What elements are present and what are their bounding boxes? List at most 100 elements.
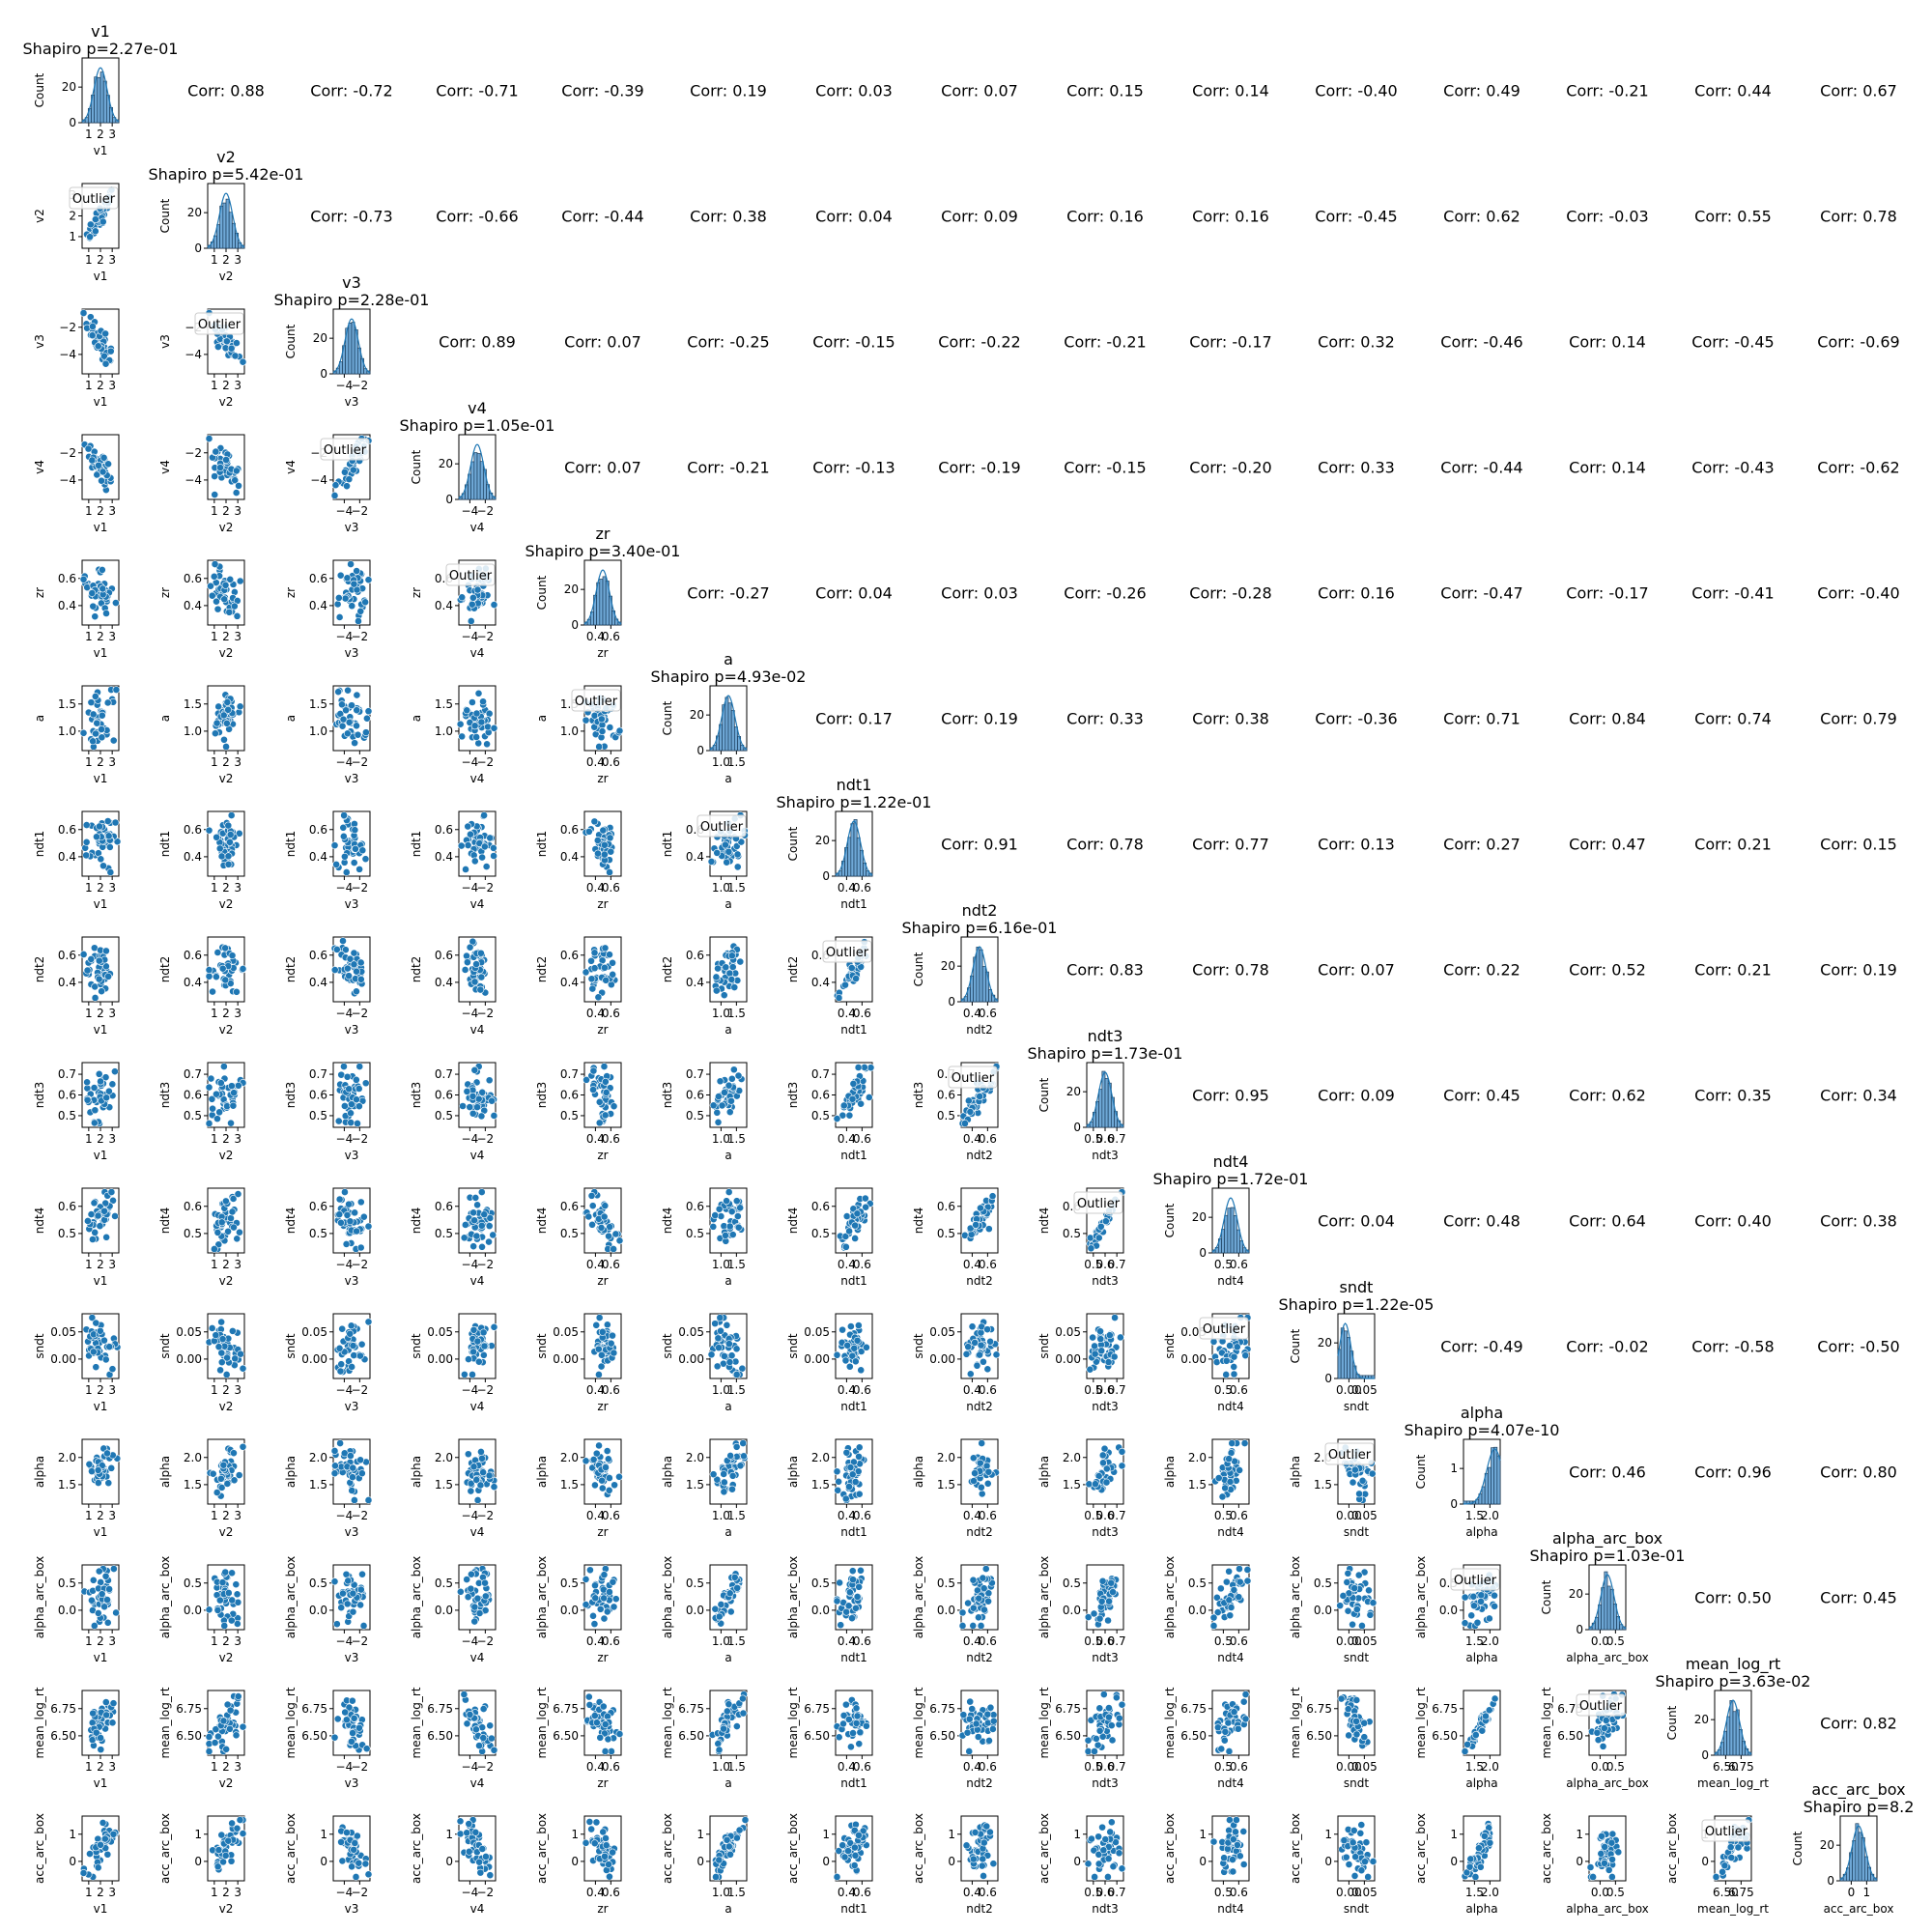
scatter-point <box>222 1371 231 1378</box>
diag-title-shapiro: Shapiro p=2.28e-01 <box>274 291 430 309</box>
scatter-point <box>228 1596 237 1605</box>
y-axis-label: ndt3 <box>158 1082 172 1109</box>
corr-label-ndt3-alpha_arc_box: Corr: 0.62 <box>1569 1087 1646 1105</box>
scatter-point <box>228 1326 237 1335</box>
scatter-point <box>1209 1622 1218 1630</box>
x-axis-label: ndt1 <box>840 1274 867 1288</box>
scatter-point <box>865 1094 873 1101</box>
cell-v4-a: Corr: -0.21 <box>687 459 769 477</box>
scatter-point <box>611 1230 620 1238</box>
scatter-point <box>210 1245 218 1253</box>
scatter-point <box>607 1339 615 1348</box>
scatter-point <box>1227 1604 1236 1611</box>
y-tick-label: 0.6 <box>435 823 453 837</box>
corr-label-v2-alpha: Corr: 0.62 <box>1443 208 1520 226</box>
scatter-point <box>1339 1592 1348 1600</box>
scatter-point <box>1469 1592 1478 1601</box>
scatter-point <box>218 1335 227 1344</box>
scatter-point <box>1225 1455 1234 1463</box>
scatter-point <box>105 1585 114 1593</box>
cell-ndt2-ndt3: Corr: 0.83 <box>1066 961 1144 980</box>
y-tick-label: 0.6 <box>560 1089 579 1102</box>
scatter-point <box>217 1218 226 1227</box>
corr-label-ndt2-ndt4: Corr: 0.78 <box>1192 961 1269 980</box>
x-axis-label: v4 <box>470 1525 485 1539</box>
y-axis-label: ndt1 <box>661 831 674 858</box>
scatter-point <box>94 1466 102 1474</box>
y-tick-label: 1.5 <box>435 697 453 711</box>
scatter-point <box>100 1603 108 1611</box>
scatter-point <box>847 964 856 972</box>
scatter-point <box>92 1728 100 1737</box>
scatter-point <box>224 1589 233 1597</box>
scatter-point <box>848 1614 856 1623</box>
scatter-point <box>209 987 216 996</box>
corr-label-a-mean_log_rt: Corr: 0.74 <box>1694 710 1772 728</box>
scatter-point <box>232 1580 241 1589</box>
corr-label-v4-alpha_arc_box: Corr: 0.14 <box>1569 459 1646 477</box>
cell-ndt2-sndt: Corr: 0.07 <box>1318 961 1395 980</box>
corr-label-ndt2-acc_arc_box: Corr: 0.19 <box>1820 961 1897 980</box>
scatter-point <box>349 1342 357 1350</box>
scatter-point <box>467 1584 475 1593</box>
scatter-point <box>239 1364 247 1373</box>
scatter-point <box>226 575 235 583</box>
scatter-point <box>842 1607 851 1616</box>
scatter-point <box>610 1102 618 1111</box>
scatter-point <box>483 740 491 749</box>
scatter-point <box>479 1468 488 1477</box>
corr-label-v1-v3: Corr: -0.72 <box>310 82 392 100</box>
x-tick-label: −2 <box>352 881 369 895</box>
scatter-point <box>588 984 597 993</box>
x-tick-label: 2 <box>222 1509 230 1522</box>
y-tick-label: 0.5 <box>309 1227 327 1240</box>
scatter-point <box>230 1089 238 1097</box>
scatter-point <box>490 601 498 609</box>
cell-alpha-acc_arc_box: Corr: 0.80 <box>1820 1463 1897 1482</box>
x-tick-label: 3 <box>234 630 242 643</box>
x-axis-label: alpha <box>1465 1525 1497 1539</box>
corr-label-v1-ndt1: Corr: 0.03 <box>815 82 893 100</box>
scatter-point <box>87 1210 96 1218</box>
scatter-point <box>102 1094 111 1102</box>
scatter-point <box>331 481 340 490</box>
x-tick-label: 1 <box>211 881 218 895</box>
scatter-point <box>102 1233 111 1241</box>
scatter-point <box>707 857 716 866</box>
scatter-point <box>1086 1365 1094 1374</box>
scatter-point <box>359 1622 368 1630</box>
scatter-point <box>594 993 603 1002</box>
scatter-point <box>600 840 609 849</box>
scatter-point <box>339 823 348 832</box>
y-tick-label: 0.6 <box>309 823 327 837</box>
scatter-point <box>219 1461 228 1469</box>
cell-alpha_arc_box-alpha_arc_box: 0.00.5alpha_arc_box020Countalpha_arc_box… <box>1530 1529 1686 1664</box>
cell-sndt-alpha: Corr: -0.49 <box>1440 1338 1522 1356</box>
scatter-point <box>98 725 105 733</box>
y-tick-label: 0.5 <box>686 1227 704 1240</box>
scatter-point <box>473 1337 482 1346</box>
scatter-point <box>91 227 99 236</box>
scatter-point <box>1117 1333 1124 1342</box>
scatter-point <box>341 468 349 476</box>
x-tick-label: 0.6 <box>602 630 620 643</box>
scatter-point <box>219 1063 228 1070</box>
y-axis-label: Count <box>912 952 925 986</box>
scatter-point <box>845 1227 854 1236</box>
scatter-point <box>223 1480 232 1488</box>
hist-bar <box>1487 1466 1492 1505</box>
scatter-point <box>720 1478 728 1487</box>
scatter-point <box>1098 1451 1107 1460</box>
y-tick-label: 0.6 <box>309 572 327 585</box>
scatter-point <box>99 453 108 462</box>
scatter-point <box>606 834 614 842</box>
scatter-point <box>100 1336 108 1345</box>
x-tick-label: 0.6 <box>1230 1383 1248 1397</box>
x-axis-label: v4 <box>470 1149 485 1162</box>
